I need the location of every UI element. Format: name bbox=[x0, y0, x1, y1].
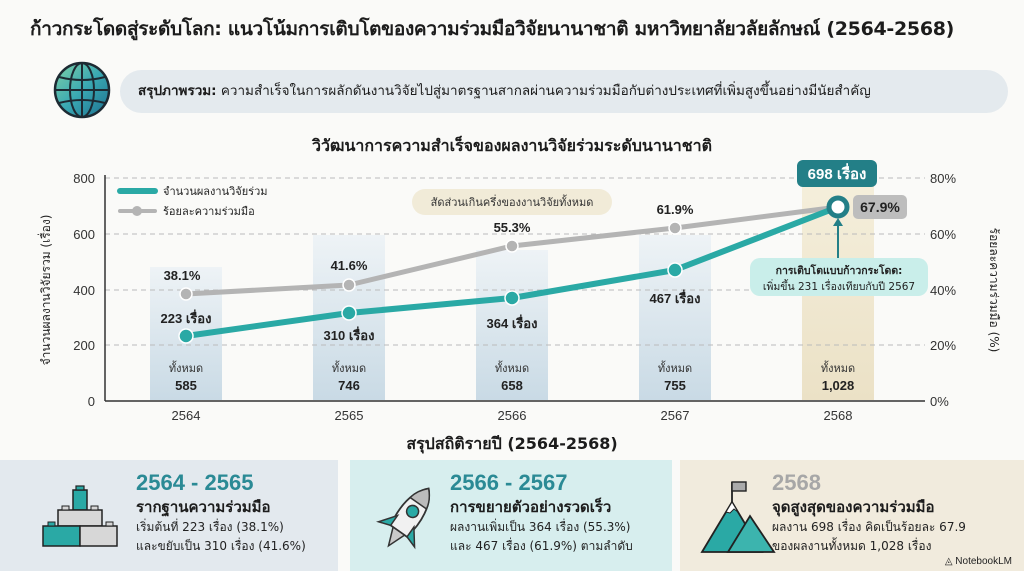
leap-annotation-title: การเติบโตแบบก้าวกระโดด: bbox=[776, 264, 903, 277]
peak-point bbox=[826, 195, 850, 219]
svg-text:658: 658 bbox=[501, 378, 523, 393]
count-labels: 223 เรื่อง 310 เรื่อง 364 เรื่อง 467 เรื… bbox=[161, 289, 701, 343]
total-labels: ทั้งหมด 585 ทั้งหมด 746 ทั้งหมด 658 ทั้ง… bbox=[169, 360, 855, 393]
right-ticks: 80% 60% 40% 20% 0% bbox=[930, 171, 956, 409]
svg-text:1,028: 1,028 bbox=[822, 378, 855, 393]
svg-text:2567: 2567 bbox=[661, 408, 690, 423]
svg-text:310 เรื่อง: 310 เรื่อง bbox=[324, 326, 375, 343]
summary-body: ความสำเร็จในการผลักดันงานวิจัยไปสู่มาตรฐ… bbox=[216, 83, 871, 99]
svg-text:0%: 0% bbox=[930, 394, 949, 409]
peak-percentage-badge bbox=[853, 195, 907, 219]
x-ticks: 2564 2565 2566 2567 2568 bbox=[172, 408, 853, 423]
y-axis-label-right: ร้อยละความร่วมมือ (%) bbox=[987, 228, 1001, 353]
leap-annotation bbox=[750, 258, 928, 296]
svg-text:60%: 60% bbox=[930, 227, 956, 242]
svg-text:200: 200 bbox=[73, 338, 95, 353]
svg-text:400: 400 bbox=[73, 283, 95, 298]
stats-card-2564-2565: 2564 - 2565 รากฐานความร่วมมือ เริ่มต้นที… bbox=[0, 460, 338, 571]
legend: จำนวนผลงานวิจัยร่วม ร้อยละความร่วมมือ bbox=[117, 185, 268, 218]
summary-label: สรุปภาพรวม: bbox=[138, 83, 217, 99]
svg-text:55.3%: 55.3% bbox=[494, 220, 531, 235]
svg-text:41.6%: 41.6% bbox=[331, 258, 368, 273]
page-title: ก้าวกระโดดสู่ระดับโลก: แนวโน้มการเติบโตข… bbox=[30, 18, 955, 40]
card-heading: จุดสูงสุดของความร่วมมือ bbox=[772, 498, 935, 516]
svg-text:ทั้งหมด: ทั้งหมด bbox=[658, 360, 692, 375]
bar-2566 bbox=[476, 250, 548, 400]
svg-text:223 เรื่อง: 223 เรื่อง bbox=[161, 309, 212, 326]
card-heading: การขยายตัวอย่างรวดเร็ว bbox=[450, 498, 612, 516]
brand-icon: ◬ bbox=[944, 556, 956, 567]
rocket-icon bbox=[375, 487, 431, 550]
summary-text: สรุปภาพรวม: ความสำเร็จในการผลักดันงานวิจ… bbox=[120, 70, 1008, 113]
card-years: 2568 bbox=[772, 470, 821, 495]
peak-count-badge bbox=[797, 160, 877, 187]
card-heading: รากฐานความร่วมมือ bbox=[136, 498, 271, 516]
percentage-labels: 38.1% 41.6% 55.3% 61.9% bbox=[164, 202, 694, 283]
svg-text:0: 0 bbox=[88, 394, 95, 409]
svg-text:600: 600 bbox=[73, 227, 95, 242]
leap-annotation-text: เพิ่มขึ้น 231 เรื่องเทียบกับปี 2567 bbox=[763, 279, 915, 293]
stats-card-2566-2567: 2566 - 2567 การขยายตัวอย่างรวดเร็ว ผลงาน… bbox=[350, 460, 672, 571]
svg-text:746: 746 bbox=[338, 378, 360, 393]
card-line1: ผลงาน 698 เรื่อง คิดเป็นร้อยละ 67.9 bbox=[772, 520, 966, 534]
svg-text:38.1%: 38.1% bbox=[164, 268, 201, 283]
chart-title: วิวัฒนาการความสำเร็จของผลงานวิจัยร่วมระด… bbox=[312, 136, 712, 155]
summary-banner: สรุปภาพรวม: ความสำเร็จในการผลักดันงานวิจ… bbox=[38, 60, 1008, 122]
legend-count-label: จำนวนผลงานวิจัยร่วม bbox=[163, 185, 268, 198]
stats-card-2568: 2568 จุดสูงสุดของความร่วมมือ ผลงาน 698 เ… bbox=[680, 460, 1024, 571]
svg-text:80%: 80% bbox=[930, 171, 956, 186]
building-blocks-icon bbox=[42, 485, 118, 547]
count-points bbox=[178, 262, 683, 344]
svg-text:20%: 20% bbox=[930, 338, 956, 353]
card-line1: เริ่มต้นที่ 223 เรื่อง (38.1%) bbox=[136, 520, 284, 534]
brand-label: NotebookLM bbox=[955, 556, 1012, 567]
card-line1: ผลงานเพิ่มเป็น 364 เรื่อง (55.3%) bbox=[450, 520, 631, 534]
legend-percentage-label: ร้อยละความร่วมมือ bbox=[163, 205, 255, 218]
svg-text:61.9%: 61.9% bbox=[657, 202, 694, 217]
notebooklm-logo: ◬ NotebookLM bbox=[945, 556, 1012, 567]
svg-text:364 เรื่อง: 364 เรื่อง bbox=[487, 314, 538, 331]
card-line2: ของผลงานทั้งหมด 1,028 เรื่อง bbox=[772, 539, 932, 553]
peak-percentage-label: 67.9% bbox=[860, 199, 900, 215]
svg-text:2565: 2565 bbox=[335, 408, 364, 423]
svg-text:800: 800 bbox=[73, 171, 95, 186]
svg-text:40%: 40% bbox=[930, 283, 956, 298]
svg-text:ทั้งหมด: ทั้งหมด bbox=[169, 360, 203, 375]
svg-text:ทั้งหมด: ทั้งหมด bbox=[821, 360, 855, 375]
globe-icon bbox=[53, 61, 111, 119]
y-axis-label-left: จำนวนผลงานวิจัยรวม (เรื่อง) bbox=[37, 215, 53, 366]
svg-text:2566: 2566 bbox=[498, 408, 527, 423]
svg-text:ทั้งหมด: ทั้งหมด bbox=[495, 360, 529, 375]
card-line2: และขยับเป็น 310 เรื่อง (41.6%) bbox=[136, 539, 306, 553]
combo-line-chart: 800 600 400 200 0 80% 60% 40% 20% 0% จำน… bbox=[37, 160, 1001, 423]
mountain-flag-icon bbox=[700, 481, 776, 553]
card-years: 2564 - 2565 bbox=[136, 470, 254, 495]
left-ticks: 800 600 400 200 0 bbox=[73, 171, 95, 409]
percentage-points bbox=[179, 221, 682, 301]
majority-annotation-text: สัดส่วนเกินครึ่งของงานวิจัยทั้งหมด bbox=[431, 194, 594, 209]
svg-text:2564: 2564 bbox=[172, 408, 201, 423]
majority-annotation bbox=[412, 189, 612, 215]
arrowhead-icon bbox=[833, 218, 843, 226]
peak-count-label: 698 เรื่อง bbox=[808, 163, 867, 183]
svg-text:585: 585 bbox=[175, 378, 197, 393]
svg-text:2568: 2568 bbox=[824, 408, 853, 423]
card-line2: และ 467 เรื่อง (61.9%) ตามลำดับ bbox=[450, 539, 633, 553]
card-years: 2566 - 2567 bbox=[450, 470, 568, 495]
svg-text:ทั้งหมด: ทั้งหมด bbox=[332, 360, 366, 375]
stats-title: สรุปสถิติรายปี (2564-2568) bbox=[406, 434, 618, 453]
svg-text:755: 755 bbox=[664, 378, 686, 393]
svg-text:467 เรื่อง: 467 เรื่อง bbox=[650, 289, 701, 306]
